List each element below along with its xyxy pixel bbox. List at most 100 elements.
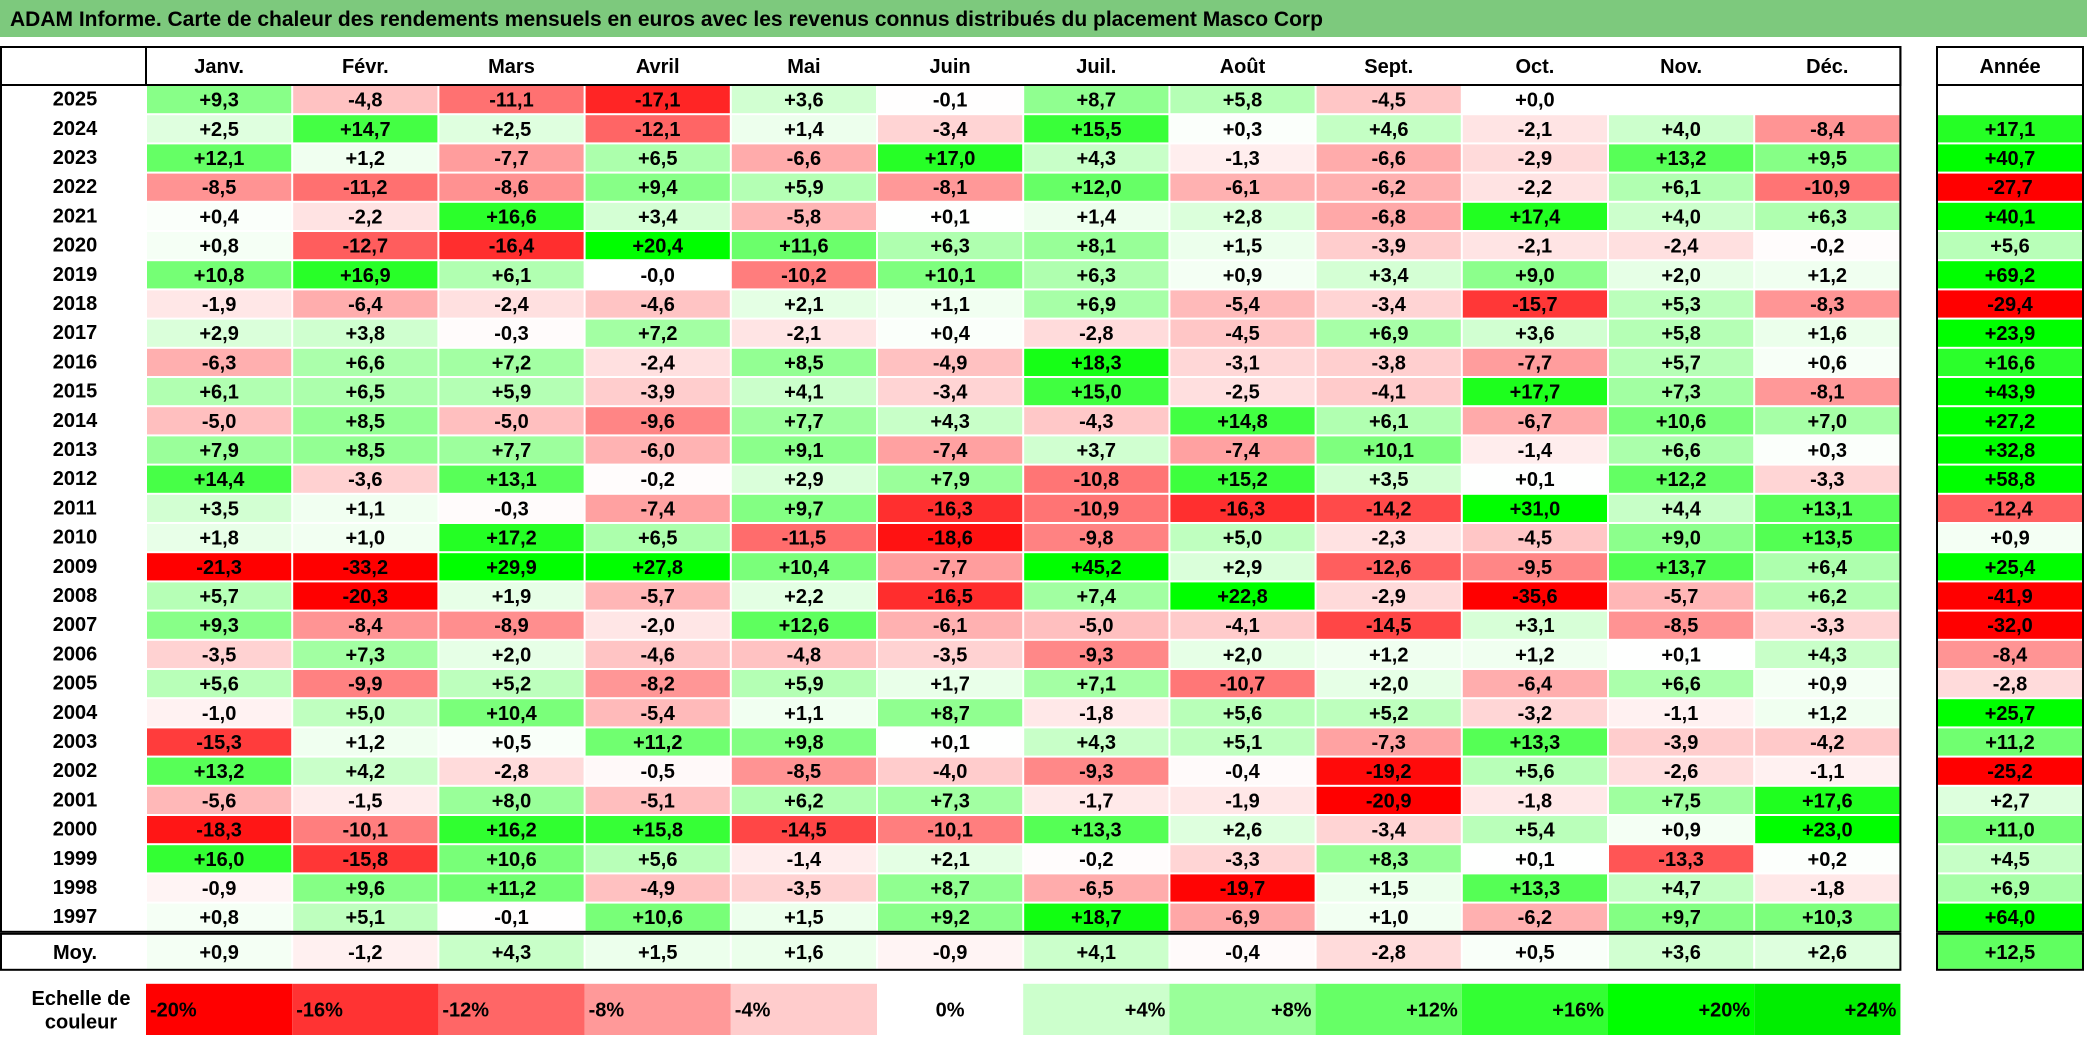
cell-2020-3 — [439, 232, 584, 260]
cell-2010-7 — [1024, 524, 1169, 552]
cell-value-2004-11: -1,1 — [1664, 703, 1698, 725]
cell-value-2017-6: +0,4 — [930, 323, 970, 345]
cell-2014-9 — [1316, 407, 1461, 435]
annual-cell-2007 — [1938, 611, 2082, 639]
cell-value-2009-2: -33,2 — [343, 557, 389, 579]
cell-value-2009-7: +45,2 — [1071, 557, 1122, 579]
annual-cell-2021 — [1938, 202, 2082, 230]
cell-2008-7 — [1024, 582, 1169, 610]
scale-label-3: -12% — [442, 999, 489, 1021]
annual-value-2016: +16,6 — [1985, 352, 2036, 374]
cell-2007-6 — [878, 611, 1023, 639]
cell-2012-11 — [1609, 465, 1754, 493]
cell-2012-1 — [147, 465, 292, 493]
cell-value-2004-6: +8,7 — [930, 703, 969, 725]
cell-value-2018-10: -15,7 — [1512, 294, 1558, 316]
cell-value-2010-9: -2,3 — [1371, 528, 1405, 550]
cell-2004-2 — [293, 699, 438, 727]
cell-1999-3 — [439, 845, 584, 873]
cell-1998-11 — [1609, 874, 1754, 902]
cell-2024-10 — [1462, 115, 1607, 143]
cell-value-2002-8: -0,4 — [1225, 761, 1260, 783]
cell-value-2014-11: +10,6 — [1656, 411, 1707, 433]
cell-2003-8 — [1170, 728, 1315, 756]
annual-cell-2022 — [1938, 173, 2082, 201]
cell-2010-6 — [878, 524, 1023, 552]
cell-2022-3 — [439, 173, 584, 201]
scale-label-4: -8% — [589, 999, 625, 1021]
cell-value-2002-11: -2,6 — [1664, 761, 1698, 783]
cell-2021-2 — [293, 202, 438, 230]
average-value-7: +4,1 — [1077, 942, 1116, 964]
cell-2007-2 — [293, 611, 438, 639]
annual-cell-2020 — [1938, 232, 2082, 260]
cell-2001-6 — [878, 786, 1023, 814]
cell-value-2021-8: +2,8 — [1223, 206, 1262, 228]
cell-value-2021-2: -2,2 — [348, 206, 382, 228]
annual-cell-2024 — [1938, 115, 2082, 143]
cell-value-2024-2: +14,7 — [340, 119, 391, 141]
cell-2003-5 — [731, 728, 876, 756]
annual-value-2019: +69,2 — [1985, 265, 2036, 287]
cell-value-2017-9: +6,9 — [1369, 323, 1408, 345]
cell-value-2003-7: +4,3 — [1077, 732, 1116, 754]
cell-value-1999-11: -13,3 — [1658, 849, 1704, 871]
cell-value-2019-4: -0,0 — [640, 265, 674, 287]
cell-2002-1 — [147, 757, 292, 785]
cell-value-2025-7: +8,7 — [1077, 90, 1116, 112]
cell-value-2003-11: -3,9 — [1664, 732, 1698, 754]
cell-value-2008-12: +6,2 — [1808, 586, 1847, 608]
cell-value-2016-10: -7,7 — [1518, 352, 1552, 374]
average-cell-1 — [147, 934, 292, 969]
cell-2018-10 — [1462, 290, 1607, 318]
cell-2024-6 — [878, 115, 1023, 143]
cell-value-2025-10: +0,0 — [1515, 90, 1554, 112]
annual-value-2022: -27,7 — [1987, 177, 2033, 199]
cell-2020-5 — [731, 232, 876, 260]
cell-2023-1 — [147, 144, 292, 172]
cell-value-2011-3: -0,3 — [494, 498, 528, 520]
cell-2007-11 — [1609, 611, 1754, 639]
cell-value-2022-5: +5,9 — [784, 177, 823, 199]
cell-value-1997-4: +10,6 — [632, 907, 683, 929]
year-label-2011: 2011 — [53, 497, 96, 519]
cell-value-2018-11: +5,3 — [1661, 294, 1700, 316]
cell-2019-12 — [1755, 261, 1900, 289]
annual-value-2018: -29,4 — [1987, 294, 2033, 316]
cell-2013-12 — [1755, 436, 1900, 464]
annual-cell-1998 — [1938, 874, 2082, 902]
cell-value-2020-11: -2,4 — [1664, 236, 1699, 258]
cell-2017-5 — [731, 319, 876, 347]
cell-value-2011-7: -10,9 — [1074, 498, 1120, 520]
annual-cell-2009 — [1938, 553, 2082, 581]
cell-2011-9 — [1316, 494, 1461, 522]
cell-2025-2 — [293, 86, 438, 114]
cell-2009-9 — [1316, 553, 1461, 581]
cell-2022-5 — [731, 173, 876, 201]
cell-value-2019-3: +6,1 — [492, 265, 531, 287]
month-header-7: Juil. — [1076, 56, 1116, 78]
annual-cell-2008 — [1938, 582, 2082, 610]
cell-value-2018-1: -1,9 — [202, 294, 236, 316]
cell-value-2012-8: +15,2 — [1217, 469, 1268, 491]
cell-value-2000-9: -3,4 — [1371, 820, 1406, 842]
cell-value-2017-1: +2,9 — [199, 323, 238, 345]
cell-value-2014-5: +7,7 — [784, 411, 823, 433]
cell-2022-7 — [1024, 173, 1169, 201]
cell-value-2013-9: +10,1 — [1363, 440, 1414, 462]
cell-1999-10 — [1462, 845, 1607, 873]
cell-2022-1 — [147, 173, 292, 201]
cell-value-1997-12: +10,3 — [1802, 907, 1853, 929]
scale-swatch-6 — [877, 983, 1024, 1035]
cell-2018-12 — [1755, 290, 1900, 318]
average-cell-10 — [1462, 934, 1607, 969]
cell-value-2012-12: -3,3 — [1810, 469, 1844, 491]
cell-2010-4 — [585, 524, 730, 552]
average-annual-value: +12,5 — [1985, 942, 2036, 964]
cell-value-2017-7: -2,8 — [1079, 323, 1113, 345]
cell-value-2004-12: +1,2 — [1808, 703, 1847, 725]
cell-value-2005-3: +5,2 — [492, 674, 531, 696]
average-cell-11 — [1609, 934, 1754, 969]
cell-2025-1 — [147, 86, 292, 114]
